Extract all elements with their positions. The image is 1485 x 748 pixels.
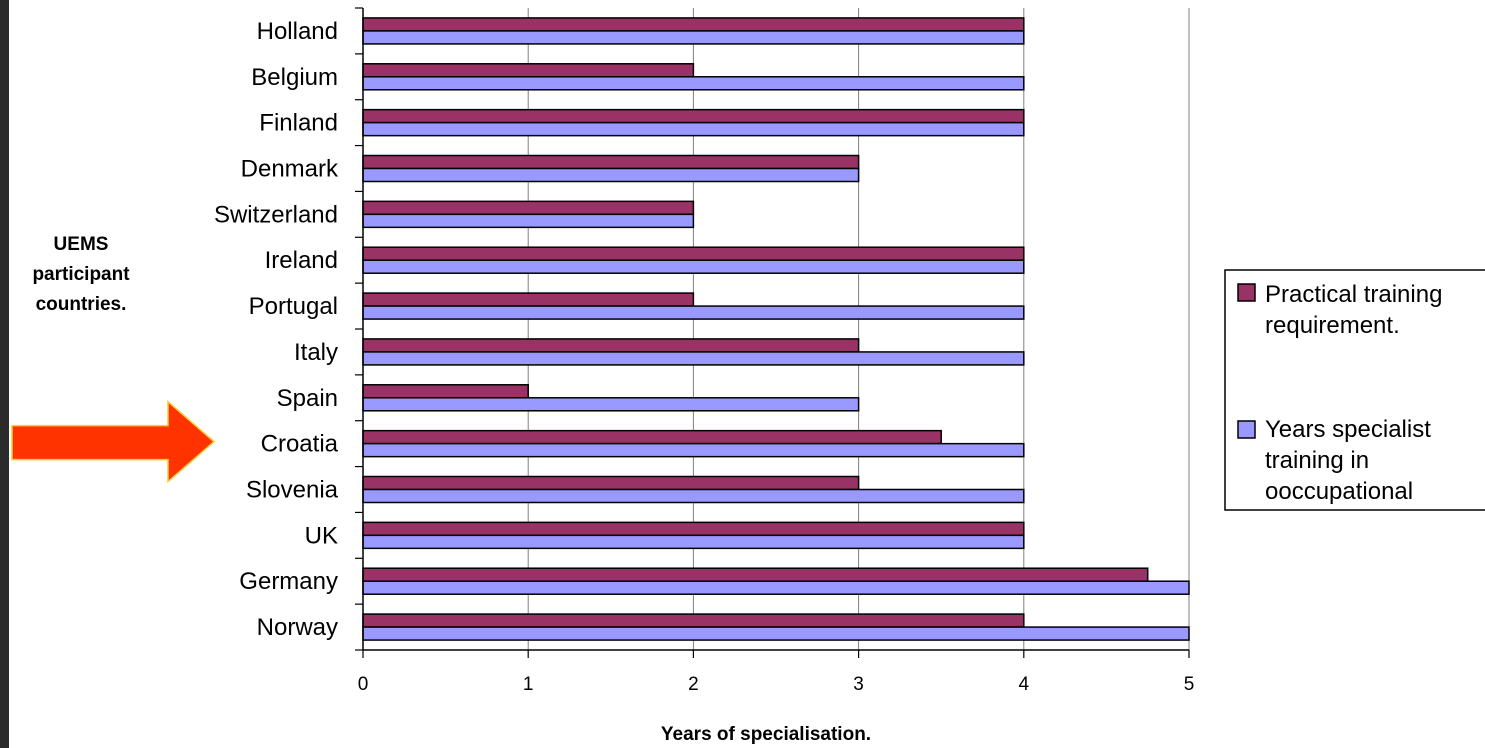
category-label-belgium: Belgium <box>251 64 338 91</box>
legend: Practical training requirement. Years spec… <box>1224 269 1485 511</box>
category-label-ireland: Ireland <box>265 247 338 274</box>
legend-label-practical: requirement. <box>1265 312 1400 339</box>
gridlines <box>527 8 1190 650</box>
category-label-holland: Holland <box>257 18 338 45</box>
y-axis-title-line: UEMS <box>54 234 109 255</box>
legend-label-years: training in <box>1265 447 1369 474</box>
bar-years-norway <box>362 626 1190 641</box>
x-tick-label-2: 2 <box>688 674 699 695</box>
legend-label-years: ooccupational <box>1265 478 1413 505</box>
category-label-finland: Finland <box>259 110 338 137</box>
highlight-arrow <box>11 399 216 484</box>
category-label-slovenia: Slovenia <box>246 477 339 504</box>
legend-swatch-years <box>1237 420 1256 439</box>
bar-years-switzerland <box>362 213 695 229</box>
bar-practical-finland <box>362 108 1025 124</box>
bar-years-italy <box>362 351 1025 366</box>
bar-years-croatia <box>362 442 1025 458</box>
axes <box>355 7 1190 658</box>
x-tick-label-4: 4 <box>1019 674 1030 695</box>
bars <box>362 17 1190 641</box>
category-label-norway: Norway <box>257 614 338 641</box>
bar-years-portugal <box>362 305 1025 320</box>
bar-practical-uk <box>362 521 1025 537</box>
x-tick-label-1: 1 <box>523 674 534 695</box>
bar-practical-denmark <box>362 154 860 170</box>
category-label-italy: Italy <box>294 339 338 366</box>
bar-years-finland <box>362 121 1025 137</box>
category-label-portugal: Portugal <box>249 293 338 320</box>
y-axis-title-line: countries. <box>36 294 127 315</box>
bar-years-slovenia <box>362 488 1025 504</box>
bar-years-germany <box>362 580 1190 595</box>
bar-practical-italy <box>362 338 860 353</box>
bar-years-denmark <box>362 167 860 183</box>
bar-practical-portugal <box>362 292 695 307</box>
bar-practical-ireland <box>362 246 1025 261</box>
bar-years-spain <box>362 397 860 412</box>
x-tick-label-0: 0 <box>358 674 369 695</box>
x-axis-title: Years of specialisation. <box>661 724 871 745</box>
bar-practical-norway <box>362 613 1025 628</box>
bar-practical-holland <box>362 17 1025 32</box>
x-tick-label-3: 3 <box>853 674 864 695</box>
labels: Holland Belgium Finland Denmark Switzerland I… <box>32 18 1194 745</box>
x-tick-label-5: 5 <box>1184 674 1195 695</box>
legend-box <box>1224 269 1485 511</box>
bar-practical-switzerland <box>362 200 695 216</box>
bar-years-ireland <box>362 259 1025 274</box>
bar-practical-slovenia <box>362 475 860 491</box>
legend-label-practical: Practical training <box>1265 281 1442 308</box>
legend-label-years: Years specialist <box>1265 416 1431 443</box>
bar-practical-belgium <box>362 63 695 78</box>
slide-edge <box>0 0 9 748</box>
category-label-spain: Spain <box>277 385 338 412</box>
bar-practical-spain <box>362 384 529 399</box>
bar-practical-germany <box>362 567 1149 582</box>
bar-years-belgium <box>362 76 1025 91</box>
y-axis-title-line: participant <box>32 264 130 285</box>
category-label-switzerland: Switzerland <box>214 201 338 228</box>
legend-swatch-practical <box>1237 283 1256 302</box>
category-label-uk: UK <box>305 522 338 549</box>
highlight-arrow-shape <box>11 399 216 484</box>
category-label-denmark: Denmark <box>241 156 339 183</box>
category-label-germany: Germany <box>239 568 338 595</box>
bar-years-holland <box>362 30 1025 45</box>
bar-years-uk <box>362 534 1025 550</box>
bar-practical-croatia <box>362 429 942 445</box>
category-label-croatia: Croatia <box>261 431 339 458</box>
